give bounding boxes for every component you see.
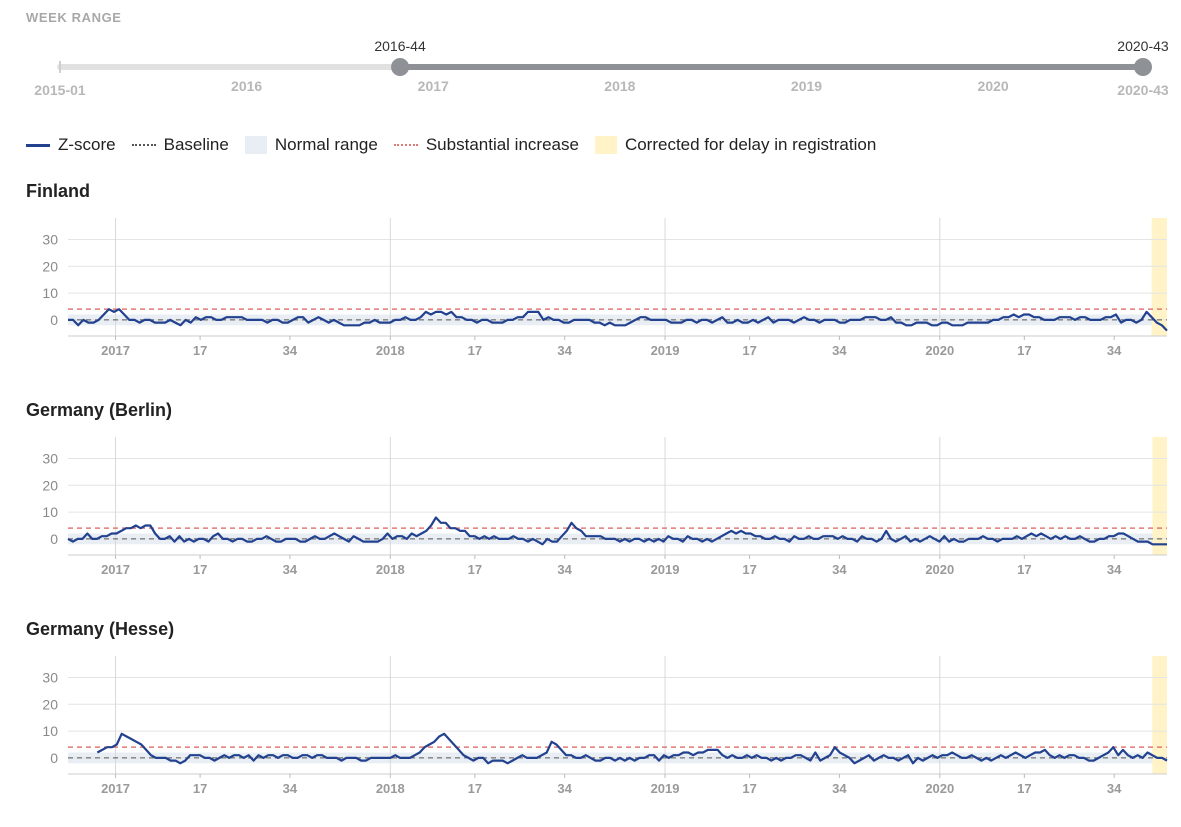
- x-tick-label: 34: [557, 562, 572, 577]
- slider-handle-end[interactable]: [1134, 58, 1152, 76]
- y-tick-label: 10: [42, 504, 58, 520]
- x-tick-label: 34: [1107, 343, 1122, 358]
- x-tick-label: 17: [1017, 343, 1031, 358]
- week-range-title: WEEK RANGE: [26, 10, 122, 25]
- y-tick-label: 20: [42, 258, 58, 274]
- x-tick-label: 34: [1107, 562, 1122, 577]
- y-tick-label: 10: [42, 723, 58, 739]
- slider-year-label: 2018: [604, 78, 635, 94]
- x-tick-label: 2020: [925, 781, 954, 796]
- corrected-delay-region: [1151, 218, 1167, 336]
- x-tick-label: 34: [832, 343, 847, 358]
- x-tick-label: 34: [832, 781, 847, 796]
- chart-hesse: 0 10 20 30 2017 17 34 2018 17 34 2019 17 34 2020 17 34: [42, 656, 1168, 796]
- y-tick-label: 0: [50, 312, 58, 328]
- corrected-delay-region: [1152, 437, 1167, 555]
- legend: Z-score Baseline Normal range Substantia…: [26, 135, 892, 155]
- legend-label-substantial-increase: Substantial increase: [425, 135, 579, 154]
- x-tick-label: 17: [468, 562, 482, 577]
- zscore-line: [68, 308, 1168, 332]
- x-tick-label: 2019: [651, 562, 680, 577]
- y-tick-label: 30: [42, 669, 58, 685]
- x-tick-label: 2020: [925, 562, 954, 577]
- x-tick-label: 34: [557, 781, 572, 796]
- slider-handle-start-label: 2016-44: [374, 38, 426, 54]
- slider-year-label: 2019: [791, 78, 822, 94]
- slider-start-label: 2015-01: [34, 82, 86, 98]
- x-tick-label: 2018: [376, 343, 405, 358]
- slider-handle-end-label: 2020-43: [1117, 38, 1169, 54]
- zscore-swatch: [26, 143, 50, 147]
- legend-item-baseline: Baseline: [131, 135, 229, 155]
- legend-label-zscore: Z-score: [58, 135, 116, 154]
- x-tick-label: 17: [1017, 781, 1031, 796]
- x-tick-label: 17: [468, 781, 482, 796]
- x-tick-label: 34: [832, 562, 847, 577]
- slider-end-label: 2020-43: [1117, 82, 1169, 98]
- x-tick-label: 17: [742, 781, 756, 796]
- x-tick-label: 2017: [101, 781, 130, 796]
- chart-finland: 0 10 20 30 2017 17 34 2018 17 34 2019 17 34 2020 17 34: [42, 218, 1168, 358]
- x-tick-label: 34: [1107, 781, 1122, 796]
- corrected-swatch: [594, 136, 617, 154]
- y-tick-label: 10: [42, 285, 58, 301]
- x-tick-label: 2018: [376, 781, 405, 796]
- baseline-swatch: [131, 144, 156, 146]
- x-tick-label: 34: [283, 343, 298, 358]
- x-tick-label: 17: [742, 562, 756, 577]
- x-tick-label: 17: [193, 562, 207, 577]
- x-tick-label: 2017: [101, 343, 130, 358]
- x-tick-label: 17: [742, 343, 756, 358]
- y-tick-label: 0: [50, 531, 58, 547]
- legend-item-normal-range: Normal range: [244, 135, 378, 155]
- substantial-increase-swatch: [393, 144, 418, 146]
- legend-label-baseline: Baseline: [163, 135, 229, 154]
- slider-year-label: 2016: [231, 78, 262, 94]
- x-tick-label: 34: [283, 562, 298, 577]
- week-range-slider[interactable]: 2016 2017 2018 2019 2020 2015-01 2020-43 2016-4…: [0, 30, 1181, 110]
- x-tick-label: 2018: [376, 562, 405, 577]
- legend-label-corrected: Corrected for delay in registration: [624, 135, 877, 154]
- x-tick-label: 2020: [925, 343, 954, 358]
- y-tick-label: 30: [42, 231, 58, 247]
- legend-label-normal-range: Normal range: [274, 135, 378, 154]
- zscore-line: [67, 516, 1167, 546]
- legend-item-substantial-increase: Substantial increase: [393, 135, 579, 155]
- x-tick-label: 17: [193, 343, 207, 358]
- chart-title-berlin: Germany (Berlin): [26, 400, 173, 420]
- x-tick-label: 34: [557, 343, 572, 358]
- slider-year-label: 2017: [418, 78, 449, 94]
- corrected-delay-region: [1152, 656, 1167, 774]
- x-tick-label: 2019: [651, 343, 680, 358]
- y-tick-label: 0: [50, 750, 58, 766]
- x-tick-label: 17: [468, 343, 482, 358]
- y-tick-label: 20: [42, 477, 58, 493]
- slider-year-label: 2020: [978, 78, 1009, 94]
- legend-item-zscore: Z-score: [26, 135, 116, 155]
- y-tick-label: 20: [42, 696, 58, 712]
- x-tick-label: 34: [283, 781, 298, 796]
- chart-title-hesse: Germany (Hesse): [26, 619, 175, 639]
- legend-item-corrected: Corrected for delay in registration: [594, 135, 877, 155]
- zscore-line: [96, 732, 1168, 765]
- x-tick-label: 2019: [651, 781, 680, 796]
- x-tick-label: 2017: [101, 562, 130, 577]
- chart-berlin: 0 10 20 30 2017 17 34 2018 17 34 2019 17 34 2020 17 34: [42, 437, 1167, 577]
- chart-title-finland: Finland: [26, 181, 90, 201]
- y-tick-label: 30: [42, 450, 58, 466]
- slider-handle-start[interactable]: [391, 58, 410, 76]
- x-tick-label: 17: [193, 781, 207, 796]
- normal-range-swatch: [244, 136, 267, 154]
- x-tick-label: 17: [1017, 562, 1031, 577]
